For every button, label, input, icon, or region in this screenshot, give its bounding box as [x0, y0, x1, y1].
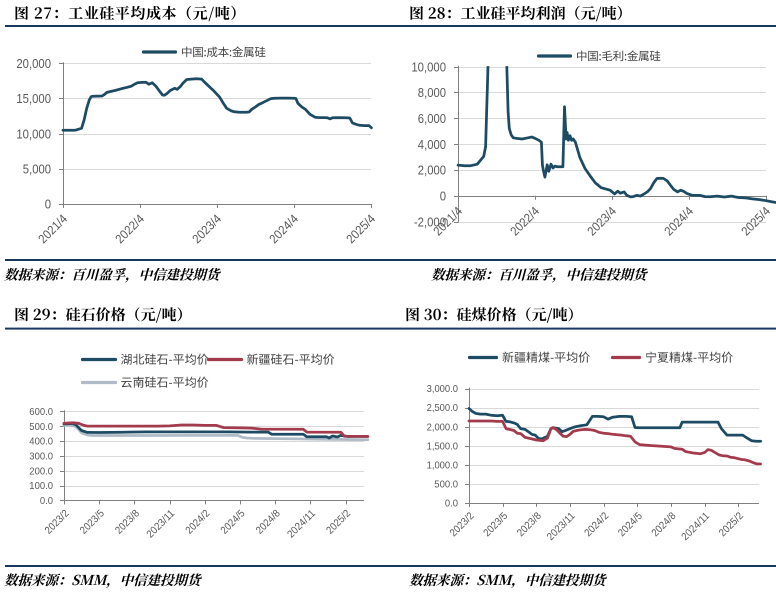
svg-text:200.0: 200.0 — [29, 465, 53, 477]
svg-text:0.0: 0.0 — [445, 498, 458, 510]
svg-text:1,000.0: 1,000.0 — [427, 459, 459, 471]
svg-text:20,000: 20,000 — [16, 57, 51, 71]
svg-text:600.0: 600.0 — [29, 406, 53, 418]
svg-text:8,000: 8,000 — [418, 86, 446, 100]
svg-text:6,000: 6,000 — [418, 112, 446, 126]
svg-text:2,500.0: 2,500.0 — [427, 402, 459, 414]
svg-text:300.0: 300.0 — [29, 450, 53, 462]
svg-text:10,000: 10,000 — [16, 127, 51, 141]
svg-text:4,000: 4,000 — [418, 138, 446, 152]
svg-text:5,000: 5,000 — [23, 163, 51, 177]
svg-text:500.0: 500.0 — [29, 421, 53, 433]
svg-text:15,000: 15,000 — [16, 92, 51, 106]
svg-text:400.0: 400.0 — [29, 436, 53, 448]
svg-text:3,000.0: 3,000.0 — [427, 383, 459, 395]
svg-text:2,000: 2,000 — [418, 164, 446, 178]
svg-text:0: 0 — [45, 198, 51, 212]
svg-text:1,500.0: 1,500.0 — [427, 440, 459, 452]
svg-text:10,000: 10,000 — [411, 60, 446, 74]
svg-text:0.0: 0.0 — [40, 495, 53, 507]
svg-text:500.0: 500.0 — [434, 478, 458, 490]
svg-text:100.0: 100.0 — [29, 480, 53, 492]
svg-text:-2,000: -2,000 — [414, 215, 446, 229]
svg-text:0: 0 — [440, 190, 446, 204]
svg-text:2,000.0: 2,000.0 — [427, 421, 459, 433]
